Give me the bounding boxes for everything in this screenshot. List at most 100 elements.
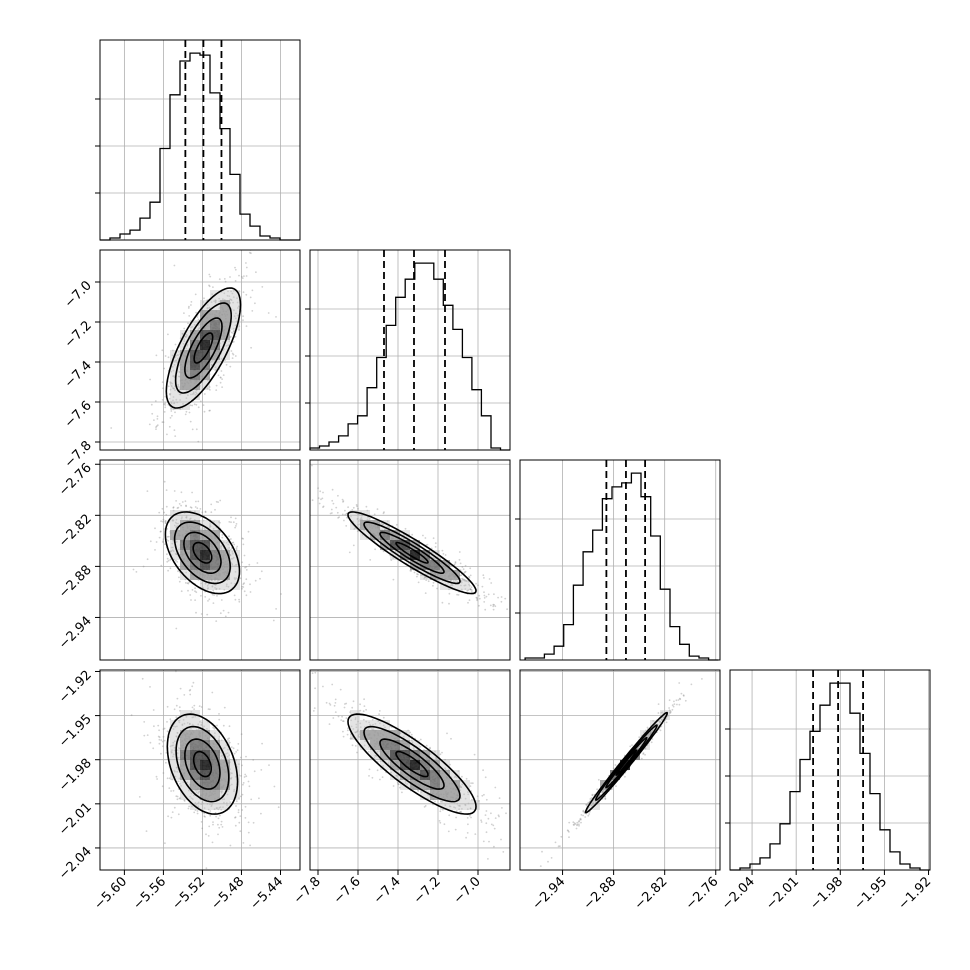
sample-point [401,791,403,794]
sample-point [172,519,174,521]
sample-point [242,583,245,586]
sample-point [450,737,452,740]
sample-point [483,793,485,796]
density-block [180,780,190,790]
sample-point [177,528,180,531]
sample-point [492,605,495,608]
sample-point [398,778,401,781]
sample-point [500,596,503,598]
sample-point [191,798,194,801]
sample-point [142,565,145,568]
sample-point [637,746,640,749]
sample-point [470,782,472,784]
sample-point [342,500,345,502]
sample-point [217,501,220,503]
sample-point [170,750,173,753]
density-block [230,300,240,310]
sample-point [431,551,434,554]
sample-point [456,581,459,583]
sample-point [226,804,228,806]
sample-point [395,523,398,526]
sample-point [208,285,211,288]
sample-point [160,752,162,755]
sample-point [218,521,220,523]
sample-point [169,417,172,419]
sample-point [172,789,175,792]
sample-point [230,783,233,786]
sample-point [176,401,179,404]
sample-point [176,795,179,798]
sample-point [354,731,357,734]
sample-point [186,344,189,347]
sample-point [461,783,464,786]
sample-point [230,290,233,293]
sample-point [174,359,177,362]
sample-point [459,562,462,565]
density-block [350,730,360,740]
sample-point [464,803,467,806]
sample-point [363,744,366,747]
sample-point [225,583,228,586]
sample-point [166,721,168,723]
sample-point [162,538,165,541]
sample-point [171,382,174,385]
sample-point [191,706,194,709]
sample-point [166,557,169,560]
sample-point [485,595,488,598]
sample-point [476,795,479,798]
sample-point [177,719,180,722]
sample-point [471,798,473,801]
sample-point [206,304,209,306]
sample-point [181,724,184,727]
sample-point [373,513,376,516]
sample-point [462,568,465,571]
histogram-panel-1 [305,249,511,451]
sample-point [243,582,246,585]
sample-point [464,804,467,807]
sample-point [444,804,447,806]
density-block [190,320,200,330]
sample-point [468,599,471,601]
sample-point [258,797,260,800]
sample-point [242,537,245,540]
sample-point [261,286,264,288]
sample-point [238,598,241,601]
sample-point [226,755,229,758]
density-block [200,370,210,380]
sample-point [219,806,222,808]
sample-point [186,582,189,584]
sample-point [167,559,170,562]
density-block [230,290,240,300]
sample-point [173,769,176,772]
sample-point [339,688,342,691]
sample-point [190,393,192,396]
sample-point [211,841,214,844]
sample-point [457,770,460,772]
sample-point [417,573,419,576]
sample-point [165,505,168,508]
sample-point [170,384,173,387]
sample-point [363,705,366,707]
sample-point [490,812,492,815]
sample-point [166,560,169,563]
density-block [220,560,230,570]
density-block [220,340,230,350]
sample-point [439,821,442,824]
sample-point [166,553,168,556]
sample-point [482,574,485,577]
sample-point [190,727,193,730]
sample-point [172,509,175,512]
sample-point [232,290,235,292]
sample-point [170,550,172,553]
sample-point [198,327,201,329]
sample-point [494,817,497,819]
sample-point [219,376,222,379]
sample-point [177,350,180,353]
sample-point [464,579,466,581]
sample-point [362,710,365,713]
sample-point [242,319,244,322]
sample-point [179,337,182,340]
sample-point [473,753,476,756]
density-block [460,580,470,590]
sample-point [211,691,214,694]
